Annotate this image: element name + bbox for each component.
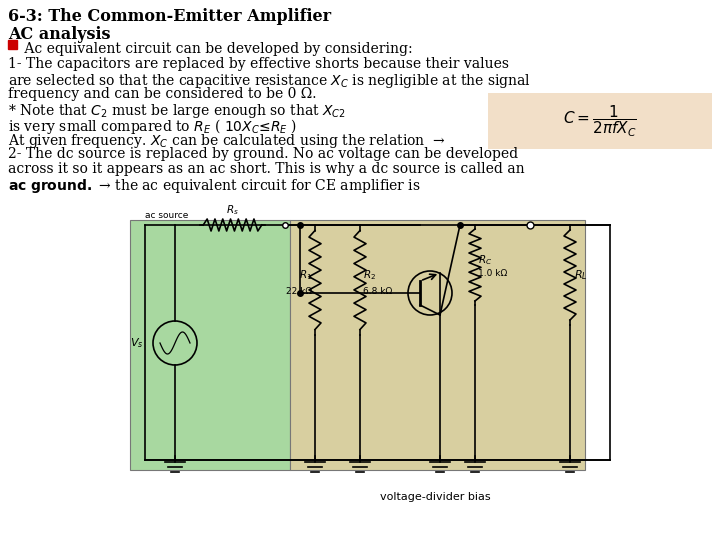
Text: are selected so that the capacitive resistance $X_C$ is negligible at the signal: are selected so that the capacitive resi…	[8, 72, 531, 90]
Text: Ac equivalent circuit can be developed by considering:: Ac equivalent circuit can be developed b…	[20, 42, 413, 56]
Text: frequency and can be considered to be 0 Ω.: frequency and can be considered to be 0 …	[8, 87, 317, 101]
Text: 22 kΩ: 22 kΩ	[286, 287, 312, 296]
Text: $C = \dfrac{1}{2\pi f X_C}$: $C = \dfrac{1}{2\pi f X_C}$	[563, 103, 637, 139]
Text: $R_C$: $R_C$	[478, 253, 492, 267]
Text: ac source: ac source	[145, 211, 189, 220]
Text: $R_2$: $R_2$	[363, 268, 376, 282]
Text: $R_L$: $R_L$	[574, 268, 588, 282]
FancyBboxPatch shape	[488, 93, 712, 149]
Text: At given frequency. $X_C$ can be calculated using the relation  →: At given frequency. $X_C$ can be calcula…	[8, 132, 446, 150]
Text: voltage-divider bias: voltage-divider bias	[379, 492, 490, 502]
Text: $R_s$: $R_s$	[226, 203, 239, 217]
Text: 1- The capacitors are replaced by effective shorts because their values: 1- The capacitors are replaced by effect…	[8, 57, 509, 71]
Text: 1.0 kΩ: 1.0 kΩ	[478, 268, 508, 278]
Bar	[130, 220, 290, 470]
Text: is very small compared to $R_E$ ( $10X_C ≤ R_E$ ): is very small compared to $R_E$ ( $10X_C…	[8, 117, 297, 136]
Text: AC analysis: AC analysis	[8, 26, 110, 43]
Text: $V_s$: $V_s$	[130, 336, 143, 350]
Text: 6-3: The Common-Emitter Amplifier: 6-3: The Common-Emitter Amplifier	[8, 8, 331, 25]
Text: across it so it appears as an ac short. This is why a dc source is called an: across it so it appears as an ac short. …	[8, 162, 525, 176]
Text: $\mathbf{ac\ ground.}$ → the ac equivalent circuit for CE amplifier is: $\mathbf{ac\ ground.}$ → the ac equivale…	[8, 177, 420, 195]
Bar	[8, 40, 17, 49]
Text: * Note that $C_2$ must be large enough so that $X_{C2}$: * Note that $C_2$ must be large enough s…	[8, 102, 346, 120]
Bar	[290, 220, 585, 470]
Text: 6.8 kΩ: 6.8 kΩ	[363, 287, 392, 296]
Text: 2- The dc source is replaced by ground. No ac voltage can be developed: 2- The dc source is replaced by ground. …	[8, 147, 518, 161]
Text: $R_1$: $R_1$	[299, 268, 312, 282]
